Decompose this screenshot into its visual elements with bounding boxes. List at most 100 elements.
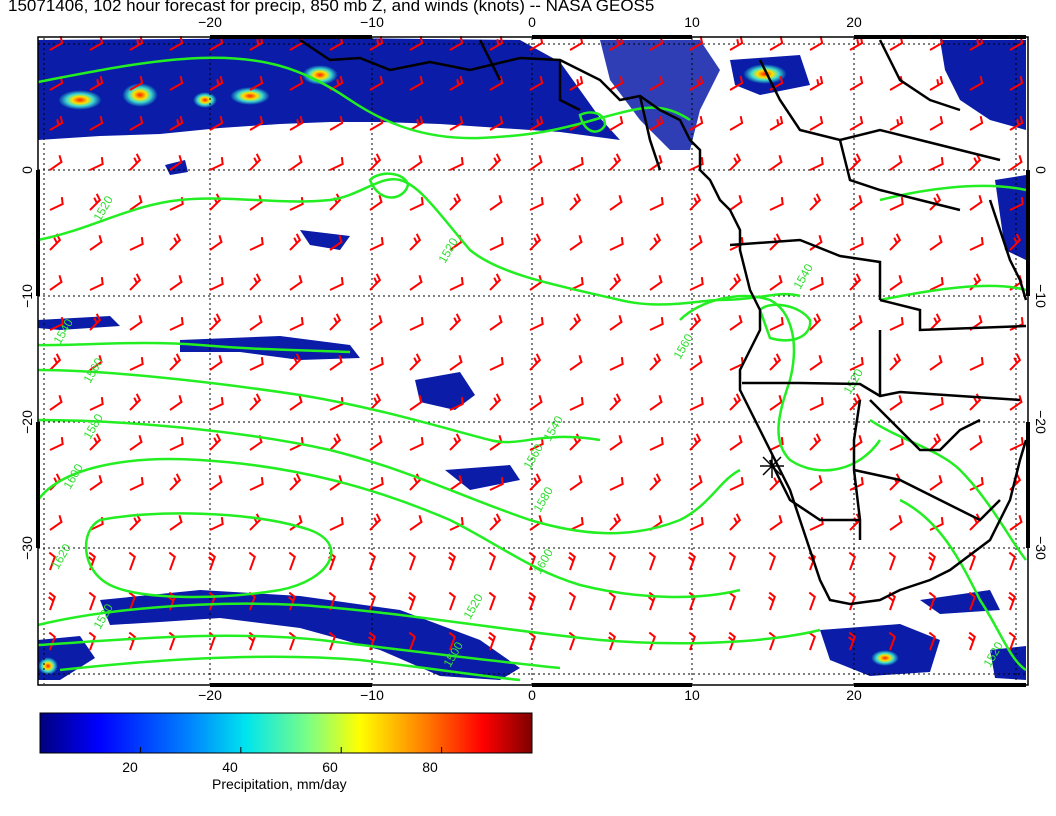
wind-barb <box>489 153 502 171</box>
wind-barb <box>688 551 696 571</box>
wind-barb <box>249 75 264 91</box>
wind-barb <box>209 397 224 411</box>
contour-line <box>37 177 801 306</box>
wind-barb <box>249 194 263 211</box>
wind-barb <box>968 631 976 651</box>
wind-barb <box>649 317 664 331</box>
wind-barb <box>809 157 824 171</box>
wind-barb <box>169 274 183 291</box>
wind-barb <box>768 591 776 611</box>
wind-barb <box>729 434 743 451</box>
wind-barb <box>729 115 744 131</box>
wind-barb <box>769 274 783 291</box>
wind-barb <box>928 551 936 571</box>
contour-line <box>37 341 351 354</box>
wind-barb <box>929 115 944 131</box>
lat-tick-right: 0 <box>1033 166 1049 174</box>
frame-ticks <box>36 35 1030 687</box>
wind-barb <box>889 233 902 251</box>
wind-barb <box>129 153 142 171</box>
wind-barb <box>849 314 863 331</box>
wind-barb <box>1009 317 1024 331</box>
wind-barb <box>649 394 663 411</box>
wind-barb <box>649 353 662 371</box>
lon-tick-bottom: −20 <box>198 687 222 703</box>
wind-barb <box>49 115 64 131</box>
wind-barb <box>809 474 823 491</box>
axis-labels: −20 −10 0 10 20 −20 −10 0 10 20 0 −10 −2… <box>19 14 1049 703</box>
wind-barb <box>649 115 664 131</box>
colorbar-ticks <box>139 747 443 753</box>
wind-barb <box>89 433 102 451</box>
wind-barb <box>569 157 584 171</box>
wind-barb <box>169 473 182 491</box>
wind-barb <box>129 194 143 211</box>
wind-barb <box>88 591 96 611</box>
wind-barb <box>609 194 623 211</box>
wind-barb <box>129 357 144 371</box>
wind-barb <box>1009 75 1024 91</box>
wind-barb <box>169 514 183 531</box>
contour-line <box>37 418 741 535</box>
wind-barb <box>209 277 224 291</box>
wind-barb <box>569 75 584 91</box>
country-border <box>768 459 860 522</box>
wind-barb <box>529 353 542 371</box>
wind-barb <box>169 154 183 171</box>
lat-tick-left: −30 <box>19 536 35 560</box>
colorbar-label: Precipitation, mm/day <box>212 776 347 792</box>
wind-barb <box>968 591 976 611</box>
wind-barb <box>449 474 463 491</box>
wind-barb <box>1009 437 1024 451</box>
wind-barb <box>729 35 744 51</box>
wind-barb <box>529 75 544 91</box>
wind-barb <box>769 317 784 331</box>
wind-barb <box>849 273 862 291</box>
contour-line <box>37 56 691 140</box>
country-border <box>869 399 981 452</box>
wind-barb <box>1008 591 1016 611</box>
wind-barb <box>689 277 704 291</box>
wind-barb <box>209 75 224 91</box>
country-border <box>558 60 581 112</box>
wind-barb <box>49 274 63 291</box>
wind-barb <box>889 317 904 331</box>
wind-barb <box>49 197 64 211</box>
wind-barb <box>849 477 864 491</box>
wind-barb <box>209 313 222 331</box>
country-border <box>879 298 1027 332</box>
wind-barb <box>569 234 583 251</box>
wind-barb <box>729 314 743 331</box>
wind-barb <box>409 514 423 531</box>
lon-tick-bottom: 20 <box>846 687 862 703</box>
lat-tick-left: −10 <box>19 284 35 308</box>
wind-barb <box>129 434 143 451</box>
wind-barb <box>1009 394 1023 411</box>
wind-barb <box>609 115 624 131</box>
wind-barb <box>889 394 903 411</box>
contour-line <box>578 111 607 133</box>
contour-line <box>899 498 1027 672</box>
wind-barb <box>409 274 423 291</box>
wind-barb <box>49 35 64 51</box>
wind-barb <box>889 115 904 131</box>
height-contours <box>36 56 1027 682</box>
wind-barb <box>368 551 376 571</box>
wind-barb <box>489 75 504 91</box>
wind-barb <box>689 157 704 171</box>
wind-barb <box>489 35 504 51</box>
wind-barb <box>809 234 823 251</box>
wind-barb <box>529 233 542 251</box>
wind-barb <box>689 474 703 491</box>
wind-barb <box>409 317 424 331</box>
wind-barb <box>769 437 784 451</box>
contour-line <box>869 418 1027 561</box>
wind-barb <box>809 433 822 451</box>
wind-barb <box>369 35 384 51</box>
wind-barb <box>689 75 704 91</box>
wind-barb <box>849 237 864 251</box>
wind-barb <box>169 353 182 371</box>
wind-barb <box>969 434 983 451</box>
wind-barb <box>969 237 984 251</box>
contour-line <box>679 294 882 472</box>
